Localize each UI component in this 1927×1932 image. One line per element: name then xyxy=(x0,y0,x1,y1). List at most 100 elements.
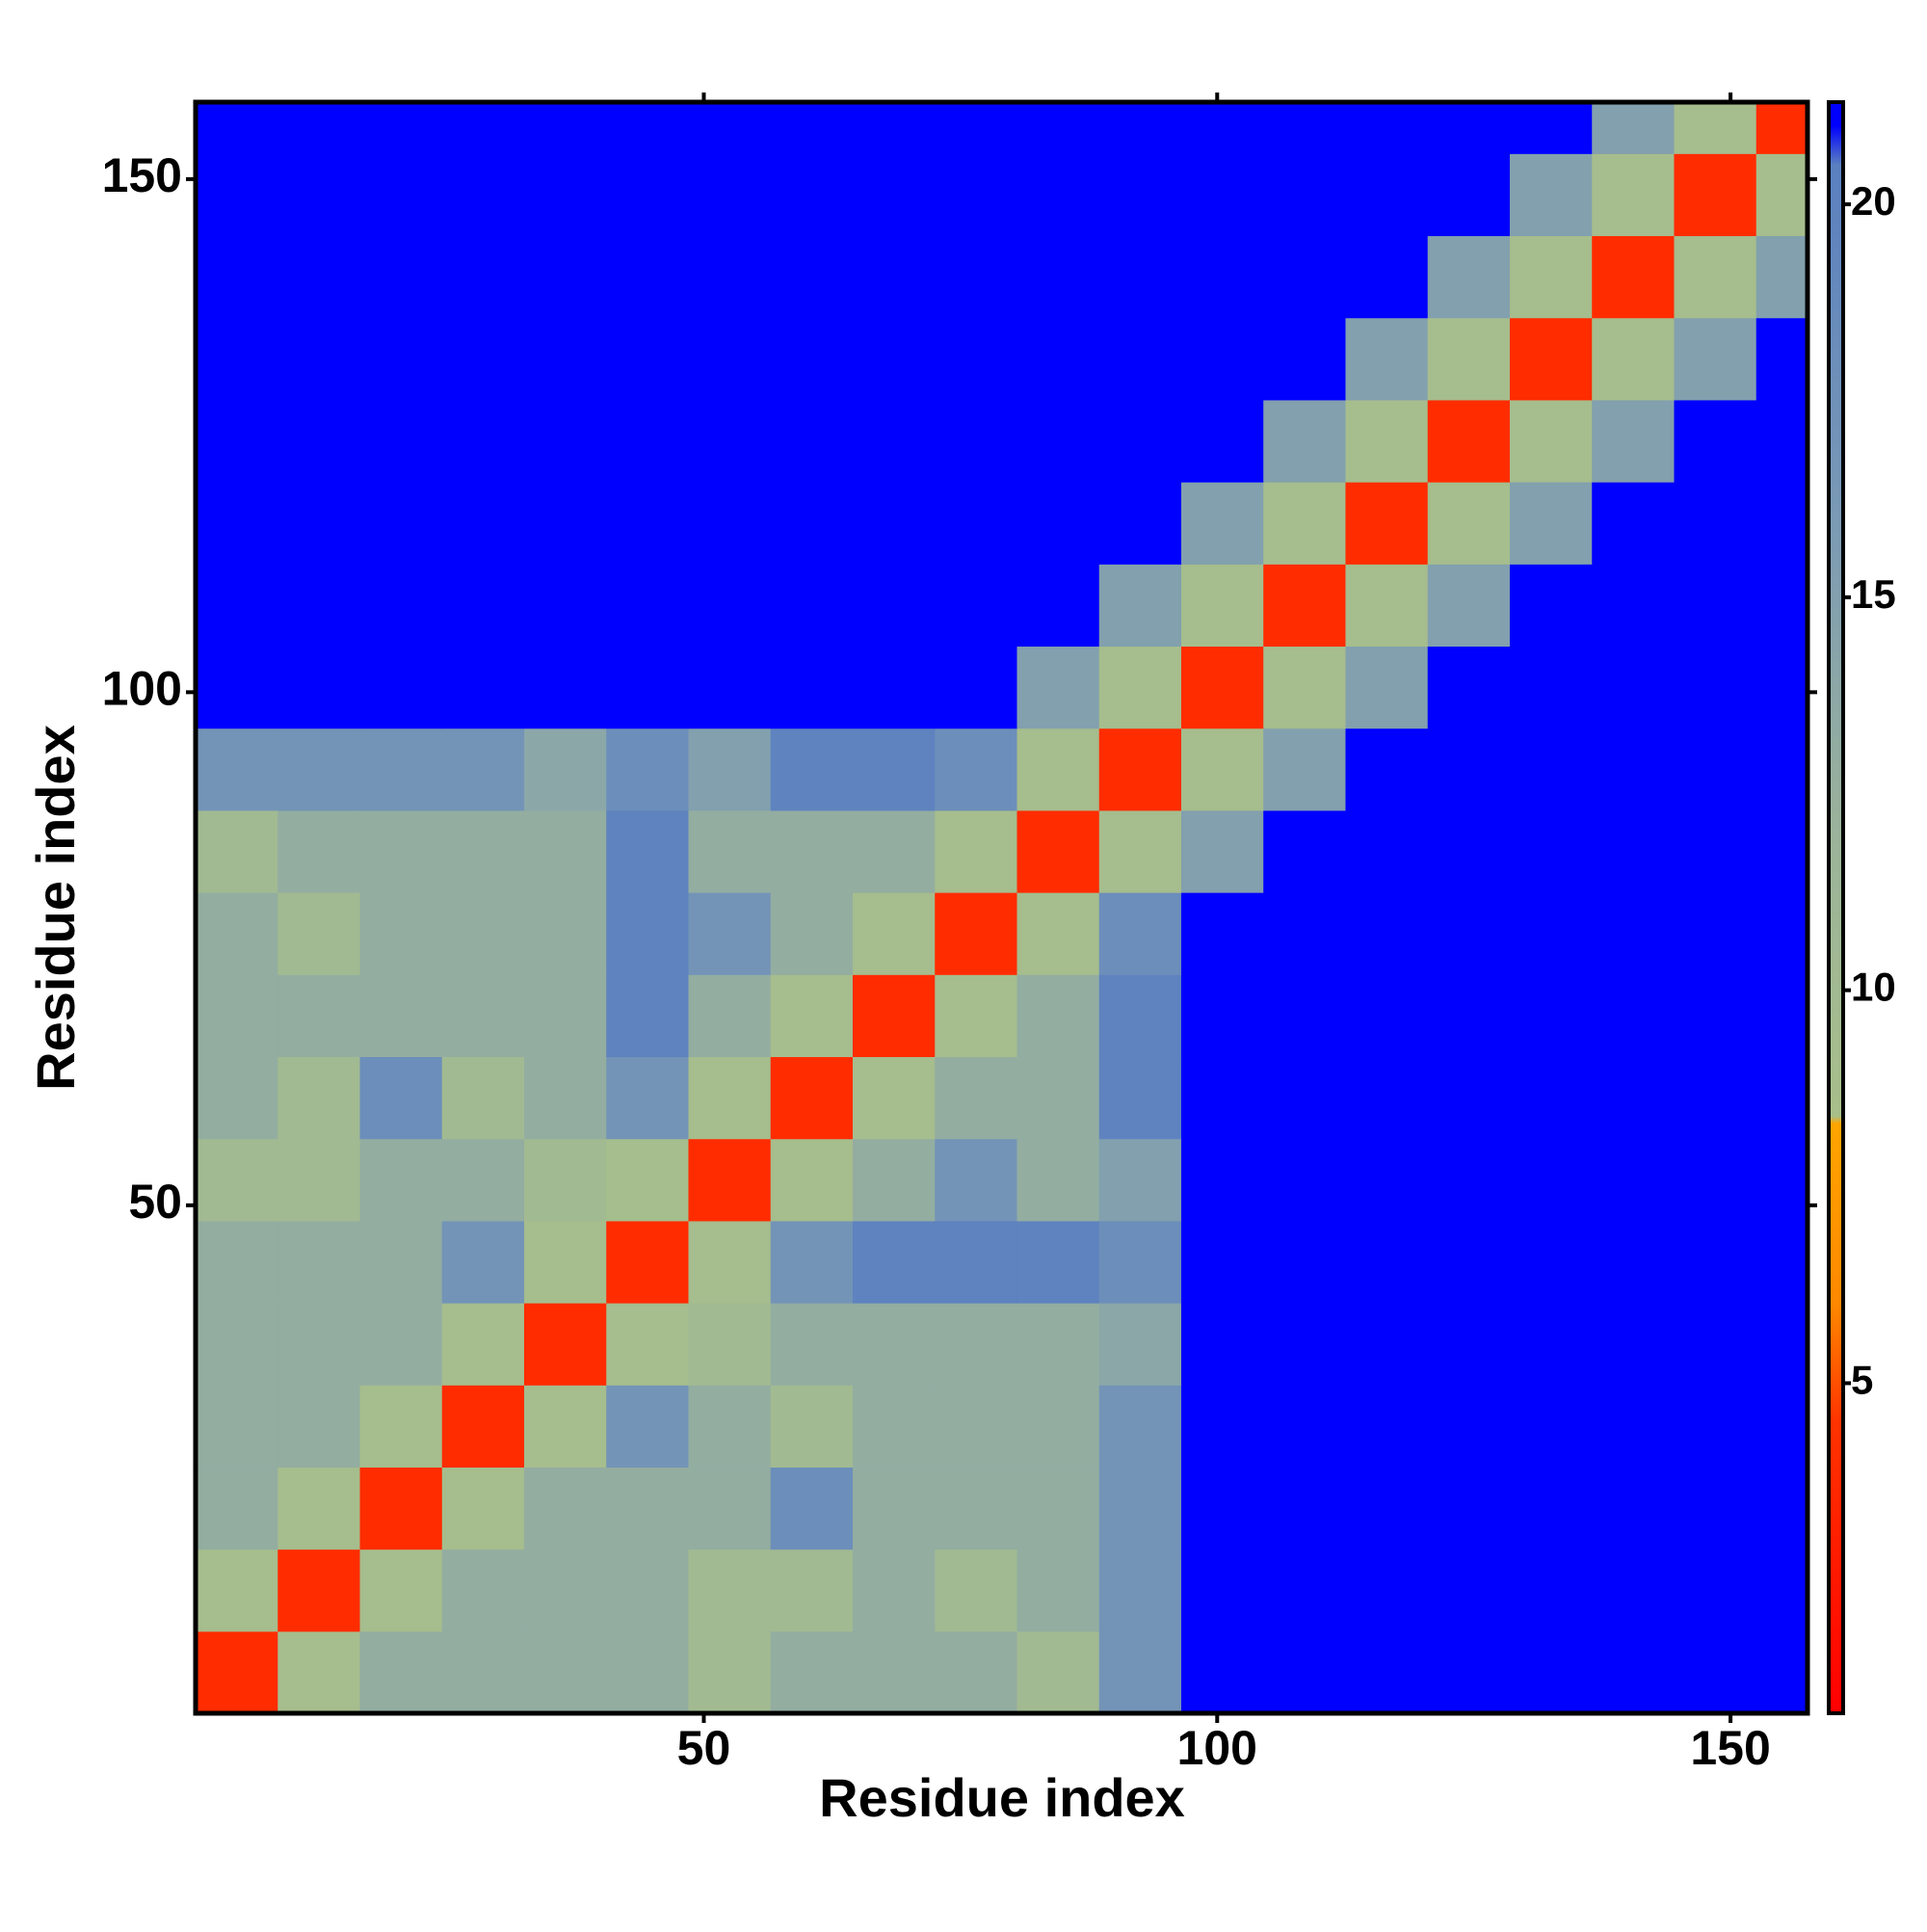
heatmap-cell xyxy=(359,1220,443,1304)
heatmap-cell xyxy=(1345,1056,1429,1140)
heatmap-cell xyxy=(1674,102,1757,154)
heatmap-cell xyxy=(196,1385,278,1469)
heatmap-cell xyxy=(1427,102,1511,154)
heatmap-cell xyxy=(196,892,278,975)
heatmap-cell xyxy=(1016,1385,1100,1469)
heatmap-cell xyxy=(359,153,443,237)
heatmap-cell xyxy=(1016,1138,1100,1222)
heatmap-cell xyxy=(1509,1303,1593,1386)
heatmap-cell xyxy=(1592,646,1676,729)
heatmap-cell xyxy=(1674,1385,1757,1469)
heatmap-cell xyxy=(770,1385,854,1469)
heatmap-cell xyxy=(1263,1220,1347,1304)
heatmap-cell xyxy=(1509,153,1593,237)
heatmap-cell xyxy=(935,974,1018,1058)
heatmap-cell xyxy=(359,102,443,154)
heatmap-cell xyxy=(277,1220,361,1304)
heatmap-cell xyxy=(688,1138,772,1222)
heatmap-cell xyxy=(935,102,1018,154)
heatmap-cell xyxy=(196,728,278,811)
heatmap-cell xyxy=(1674,809,1757,893)
heatmap-cell xyxy=(770,1630,854,1714)
heatmap-cell xyxy=(1755,1303,1808,1386)
plot-frame xyxy=(193,99,1810,1716)
heatmap-cell xyxy=(1592,153,1676,237)
heatmap-cell xyxy=(935,153,1018,237)
heatmap-cell xyxy=(852,646,936,729)
heatmap-cell xyxy=(441,564,525,648)
heatmap-cell xyxy=(935,1467,1018,1550)
heatmap-cell xyxy=(1427,153,1511,237)
heatmap-cell xyxy=(1098,892,1182,975)
heatmap-cell xyxy=(523,646,607,729)
heatmap-cell xyxy=(1674,1138,1757,1222)
heatmap-cell xyxy=(1592,564,1676,648)
heatmap-cell xyxy=(1674,1220,1757,1304)
heatmap-cell xyxy=(1263,564,1347,648)
heatmap-cell xyxy=(196,1467,278,1550)
heatmap-cell xyxy=(1263,102,1347,154)
heatmap-cell xyxy=(852,1385,936,1469)
heatmap-cell xyxy=(852,892,936,975)
heatmap-cell xyxy=(196,646,278,729)
heatmap-cell xyxy=(359,399,443,483)
heatmap-cell xyxy=(277,646,361,729)
heatmap-cell xyxy=(1263,974,1347,1058)
heatmap-cell xyxy=(1509,974,1593,1058)
heatmap-cell xyxy=(1427,1548,1511,1632)
heatmap-cell xyxy=(441,1056,525,1140)
heatmap-cell xyxy=(606,1056,690,1140)
heatmap-cell xyxy=(770,809,854,893)
heatmap-cell xyxy=(359,646,443,729)
heatmap-cell xyxy=(1263,1056,1347,1140)
heatmap-cell xyxy=(1180,1056,1264,1140)
heatmap-cell xyxy=(1263,399,1347,483)
heatmap-cell xyxy=(196,1630,278,1714)
heatmap-cell xyxy=(1755,1467,1808,1550)
heatmap-cell xyxy=(1592,1138,1676,1222)
heatmap-cell xyxy=(1098,1303,1182,1386)
heatmap-cell xyxy=(688,153,772,237)
x-tick-label: 100 xyxy=(1177,1721,1257,1775)
heatmap-cell xyxy=(852,564,936,648)
heatmap-cell xyxy=(277,1138,361,1222)
heatmap-cell xyxy=(1592,1220,1676,1304)
heatmap-cell xyxy=(1509,1630,1593,1714)
heatmap-cell xyxy=(441,482,525,565)
heatmap-cell xyxy=(852,1630,936,1714)
heatmap-cell xyxy=(852,1056,936,1140)
heatmap-cell xyxy=(1674,482,1757,565)
heatmap-cell xyxy=(1345,1303,1429,1386)
heatmap-cell xyxy=(1180,153,1264,237)
heatmap-cell xyxy=(523,1385,607,1469)
heatmap-cell xyxy=(770,728,854,811)
heatmap-cell xyxy=(1098,974,1182,1058)
heatmap-cell xyxy=(1016,482,1100,565)
heatmap-cell xyxy=(1427,1467,1511,1550)
heatmap-cell xyxy=(606,317,690,401)
heatmap-cell xyxy=(770,102,854,154)
heatmap-cell xyxy=(1016,1548,1100,1632)
heatmap-cell xyxy=(935,1138,1018,1222)
heatmap-cell xyxy=(935,235,1018,319)
heatmap-cell xyxy=(1674,1303,1757,1386)
heatmap-cell xyxy=(277,399,361,483)
heatmap-cell xyxy=(1098,153,1182,237)
heatmap-cell xyxy=(441,1548,525,1632)
heatmap-cell xyxy=(1345,1467,1429,1550)
heatmap-cell xyxy=(277,1385,361,1469)
heatmap-cell xyxy=(606,235,690,319)
x-tick-label: 50 xyxy=(677,1721,731,1775)
heatmap-cell xyxy=(1427,646,1511,729)
heatmap-cell xyxy=(688,1385,772,1469)
heatmap-cell xyxy=(1592,1056,1676,1140)
heatmap-cell xyxy=(1592,317,1676,401)
heatmap-cell xyxy=(1592,728,1676,811)
heatmap-cell xyxy=(935,728,1018,811)
colorbar-tick-label: 10 xyxy=(1851,965,1896,1010)
heatmap-cell xyxy=(852,1138,936,1222)
heatmap-cell xyxy=(1263,1385,1347,1469)
heatmap-cell xyxy=(1755,646,1808,729)
heatmap-cell xyxy=(196,235,278,319)
heatmap-cell xyxy=(852,1220,936,1304)
